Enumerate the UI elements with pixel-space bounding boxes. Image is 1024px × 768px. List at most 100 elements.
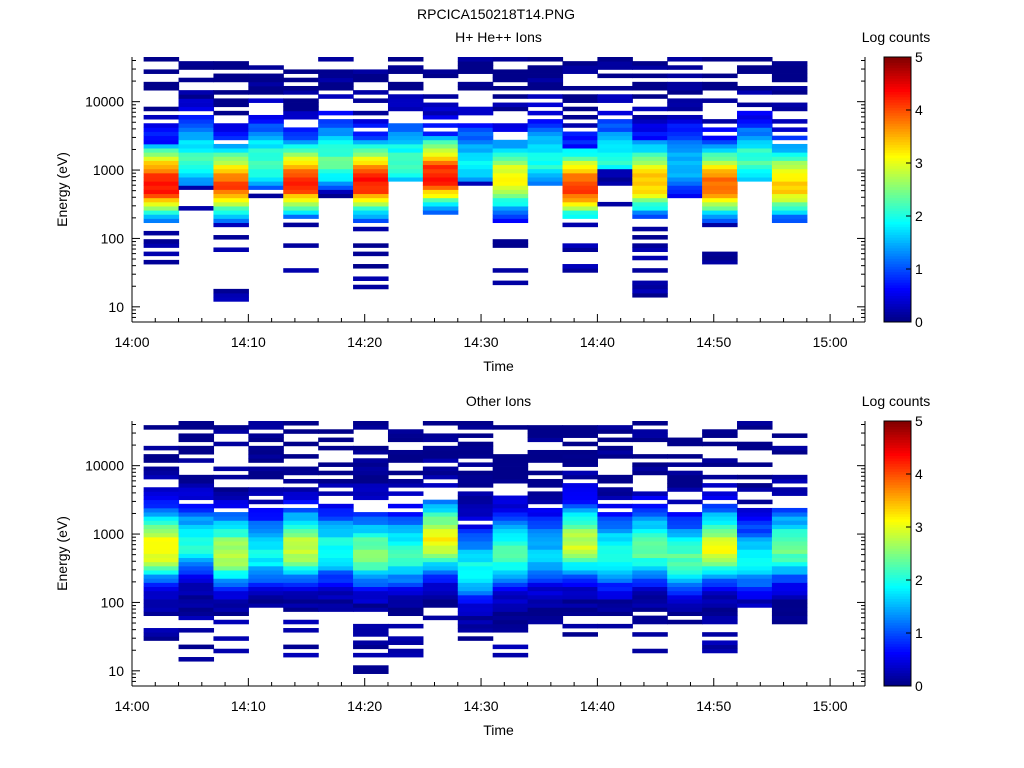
heatmap-cell [422,565,459,571]
heatmap-cell [318,507,354,513]
heatmap-cell [632,491,668,496]
heatmap-cell [178,135,215,141]
heatmap-cell [318,94,354,99]
heatmap-cell [562,578,598,583]
time-bin-column [283,421,319,658]
colorbar-segment [884,619,911,623]
colorbar-segment [884,144,911,148]
heatmap-cell [422,590,459,596]
heatmap-cell [492,280,529,286]
heatmap-cell [492,94,529,99]
heatmap-cell [702,201,738,207]
heatmap-cell [667,532,703,538]
heatmap-cell [702,570,738,575]
heatmap-cell [492,85,529,91]
heatmap-cell [143,148,180,153]
heatmap-cell [771,528,808,534]
heatmap-cell [422,433,459,438]
heatmap-cell [771,565,808,571]
heatmap-cell [353,264,389,269]
heatmap-cell [702,57,738,62]
heatmap-cell [353,251,389,257]
heatmap-cell [178,528,215,534]
heatmap-cell [562,181,598,186]
heatmap-cell [178,143,215,149]
colorbar-segment [884,86,911,90]
heatmap-cell [632,541,668,546]
heatmap-cell [387,94,424,99]
heatmap-cell [248,114,284,120]
heatmap-cell [457,590,494,596]
heatmap-cell [283,193,319,199]
heatmap-cell [422,503,459,509]
heatmap-cell [178,90,215,95]
heatmap-cell [143,57,180,62]
y-tick-label: 10000 [85,94,124,110]
heatmap-cell [353,495,389,501]
heatmap-cell [492,57,529,62]
colorbar-tick-label: 0 [915,314,923,330]
time-bin-column [702,57,738,265]
time-bin-column [248,65,284,199]
heatmap-cell [318,160,354,166]
heatmap-cell [283,77,319,83]
heatmap-cell [213,536,249,542]
heatmap-cell [248,470,284,476]
heatmap-cell [143,524,180,530]
heatmap-cell [387,470,424,476]
heatmap-cell [702,507,738,513]
heatmap-cell [353,524,389,530]
heatmap-cell [771,586,808,592]
heatmap-cell [527,516,564,521]
heatmap-cell [457,541,494,546]
heatmap-cell [737,574,773,579]
heatmap-cell [737,152,773,157]
heatmap-cell [492,156,529,161]
heatmap-cell [283,189,319,195]
heatmap-cell [457,445,494,451]
heatmap-cell [632,123,668,128]
heatmap-cell [737,516,773,521]
heatmap-cell [387,127,424,132]
heatmap-cell [702,259,738,265]
heatmap-cell [527,570,564,575]
heatmap-cell [283,570,319,575]
heatmap-cell [143,131,180,137]
heatmap-cell [597,516,633,521]
heatmap-cell [632,549,668,554]
heatmap-cell [248,520,284,525]
heatmap-cell [387,139,424,145]
colorbar-segment [884,566,911,570]
heatmap-cell [597,61,633,66]
colorbar-segment [884,683,911,687]
time-bin-column [562,425,598,637]
colorbar-segment [884,558,911,562]
colorbar-tick-label: 1 [915,261,923,277]
heatmap-cell [632,65,668,70]
heatmap-cell [318,185,354,190]
heatmap-cell [422,615,459,621]
heatmap-cell [667,81,703,87]
time-bin-column [667,57,703,199]
heatmap-cell [353,218,389,224]
heatmap-cell [632,615,668,621]
colorbar-segment [884,319,911,323]
heatmap-cell [283,520,319,525]
heatmap-cell [283,516,319,521]
heatmap-cell [248,131,284,137]
colorbar-segment [884,617,911,621]
heatmap-cell [143,243,180,248]
heatmap-cell [737,570,773,575]
heatmap-cell [248,487,284,492]
colorbar-segment [884,128,911,132]
heatmap-cell [771,545,808,550]
heatmap-cell [702,491,738,496]
heatmap-cell [771,607,808,612]
heatmap-cell [562,189,598,195]
heatmap-cell [143,503,180,509]
heatmap-cell [353,483,389,488]
heatmap-cell [143,574,180,579]
colorbar-segment [884,120,911,124]
colorbar-tick-label: 0 [915,678,923,694]
heatmap-cell [771,561,808,567]
